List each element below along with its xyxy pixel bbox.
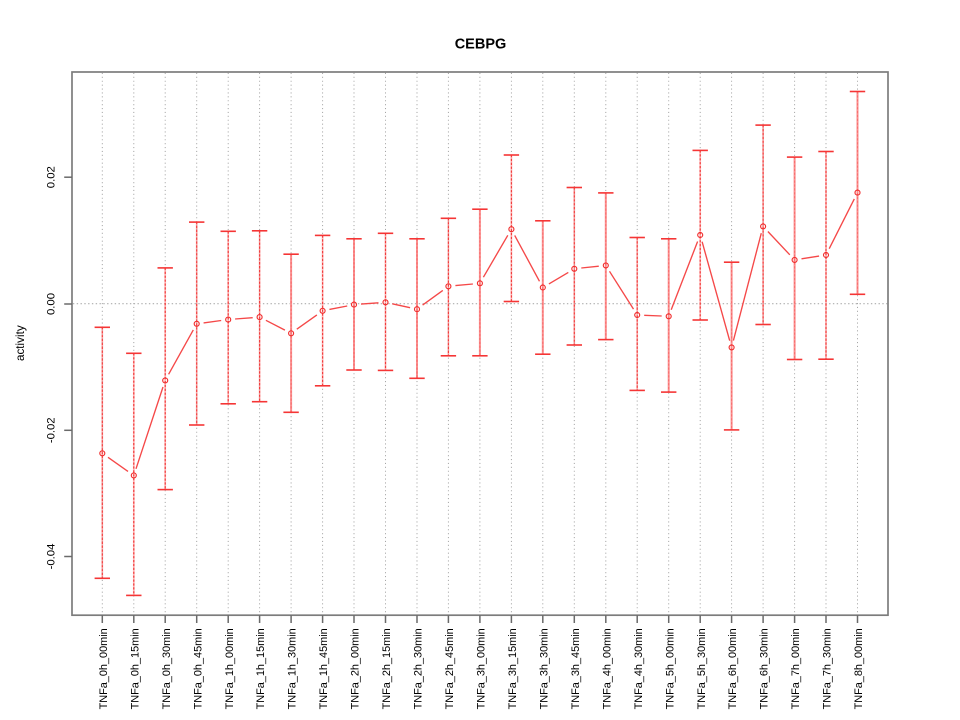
svg-text:TNFa_0h_45min: TNFa_0h_45min xyxy=(192,628,204,709)
svg-text:TNFa_2h_15min: TNFa_2h_15min xyxy=(381,628,393,709)
svg-text:TNFa_3h_45min: TNFa_3h_45min xyxy=(570,628,582,709)
svg-text:TNFa_7h_30min: TNFa_7h_30min xyxy=(822,628,834,709)
svg-text:0.00: 0.00 xyxy=(46,293,58,315)
svg-text:TNFa_4h_00min: TNFa_4h_00min xyxy=(601,628,613,709)
svg-text:TNFa_1h_15min: TNFa_1h_15min xyxy=(255,628,267,709)
svg-text:TNFa_8h_00min: TNFa_8h_00min xyxy=(853,628,865,709)
svg-text:CEBPG: CEBPG xyxy=(455,37,507,53)
svg-text:0.02: 0.02 xyxy=(46,166,58,188)
svg-text:TNFa_1h_30min: TNFa_1h_30min xyxy=(287,628,299,709)
svg-text:TNFa_2h_00min: TNFa_2h_00min xyxy=(350,628,362,709)
svg-text:TNFa_7h_00min: TNFa_7h_00min xyxy=(790,628,802,709)
svg-text:-0.04: -0.04 xyxy=(46,544,58,570)
svg-text:TNFa_5h_30min: TNFa_5h_30min xyxy=(696,628,708,709)
svg-text:TNFa_0h_00min: TNFa_0h_00min xyxy=(98,628,110,709)
svg-text:TNFa_6h_30min: TNFa_6h_30min xyxy=(759,628,771,709)
svg-text:TNFa_3h_15min: TNFa_3h_15min xyxy=(507,628,519,709)
svg-text:-0.02: -0.02 xyxy=(46,417,58,443)
svg-text:TNFa_2h_30min: TNFa_2h_30min xyxy=(413,628,425,709)
svg-text:TNFa_2h_45min: TNFa_2h_45min xyxy=(444,628,456,709)
svg-text:TNFa_4h_30min: TNFa_4h_30min xyxy=(633,628,645,709)
svg-text:TNFa_5h_00min: TNFa_5h_00min xyxy=(664,628,676,709)
svg-text:TNFa_0h_30min: TNFa_0h_30min xyxy=(161,628,173,709)
svg-text:TNFa_6h_00min: TNFa_6h_00min xyxy=(727,628,739,709)
svg-text:TNFa_3h_00min: TNFa_3h_00min xyxy=(476,628,488,709)
svg-text:TNFa_0h_15min: TNFa_0h_15min xyxy=(129,628,141,709)
svg-text:TNFa_1h_45min: TNFa_1h_45min xyxy=(318,628,330,709)
svg-text:TNFa_3h_30min: TNFa_3h_30min xyxy=(538,628,550,709)
svg-text:TNFa_1h_00min: TNFa_1h_00min xyxy=(224,628,236,709)
svg-text:activity: activity xyxy=(14,325,27,361)
